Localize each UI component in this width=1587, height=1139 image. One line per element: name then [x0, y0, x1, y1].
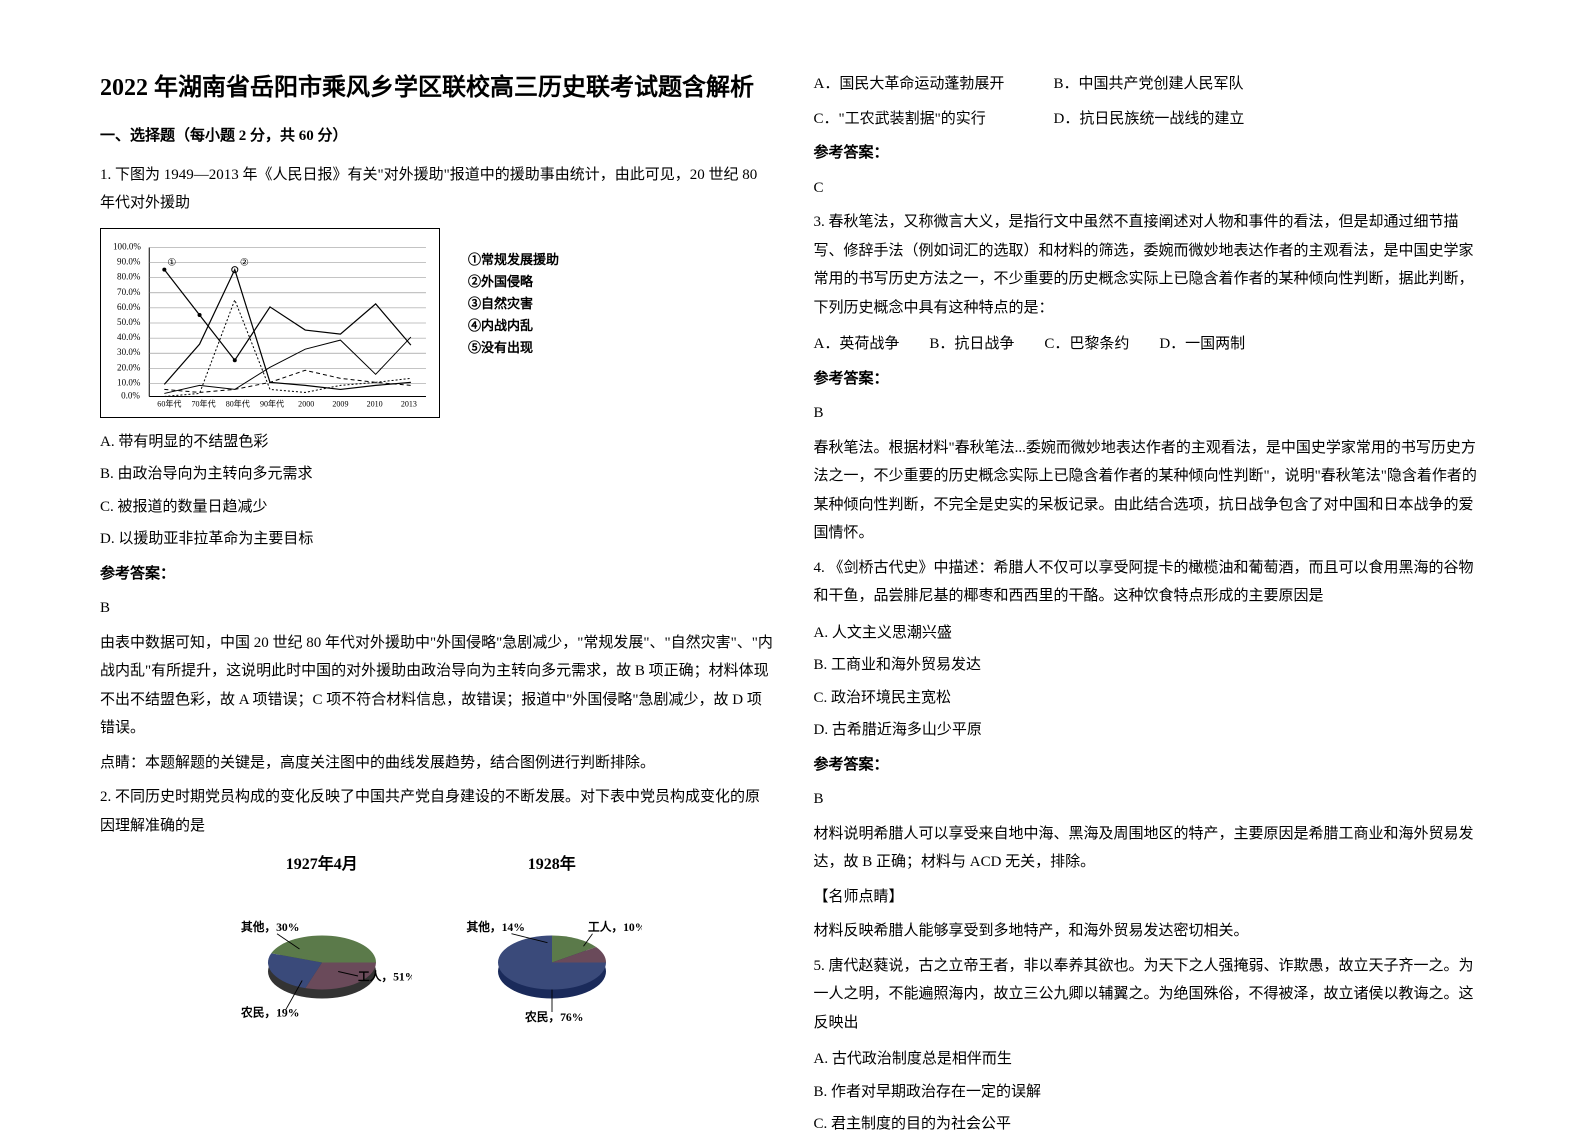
svg-text:30.0%: 30.0%: [117, 347, 141, 357]
q1-text: 1. 下图为 1949—2013 年《人民日报》有关"对外援助"报道中的援助事由…: [100, 161, 774, 218]
q4-text: 4. 《剑桥古代史》中描述：希腊人不仅可以享受阿提卡的橄榄油和葡萄酒，而且可以食…: [814, 554, 1488, 611]
svg-text:100.0%: 100.0%: [113, 241, 141, 251]
q2-options-row1: A．国民大革命运动蓬勃展开 B．中国共产党创建人民军队: [814, 70, 1488, 99]
pie2-title: 1928年: [462, 850, 642, 880]
q1-explanation: 由表中数据可知，中国 20 世纪 80 年代对外援助中"外国侵略"急剧减少，"常…: [100, 629, 774, 743]
q2-option-a: A．国民大革命运动蓬勃展开: [814, 70, 1014, 99]
q2-option-d: D．抗日民族统一战线的建立: [1054, 105, 1254, 134]
q3-text: 3. 春秋笔法，又称微言大义，是指行文中虽然不直接阐述对人物和事件的看法，但是却…: [814, 208, 1488, 322]
left-column: 2022 年湖南省岳阳市乘风乡学区联校高三历史联考试题含解析 一、选择题（每小题…: [100, 70, 774, 1082]
q1-option-c: C. 被报道的数量日趋减少: [100, 493, 774, 522]
q2-answer-label: 参考答案：: [814, 139, 1488, 168]
legend-item-1: ①常规发展援助: [468, 249, 559, 271]
q1-line-chart: 100.0% 90.0% 80.0% 70.0% 60.0% 50.0% 40.…: [100, 228, 440, 418]
legend-item-3: ③自然灾害: [468, 293, 559, 315]
q4-explanation: 材料说明希腊人可以享受来自地中海、黑海及周围地区的特产，主要原因是希腊工商业和海…: [814, 820, 1488, 877]
svg-text:20.0%: 20.0%: [117, 362, 141, 372]
pie-1928: 1928年 其他，14% 工人，10% 农民，76%: [462, 850, 642, 1039]
q3-answer-label: 参考答案：: [814, 365, 1488, 394]
pie2-label-other: 其他，14%: [466, 920, 524, 934]
q5-option-c: C. 君主制度的目的为社会公平: [814, 1110, 1488, 1139]
q2-text: 2. 不同历史时期党员构成的变化反映了中国共产党自身建设的不断发展。对下表中党员…: [100, 783, 774, 840]
right-column: A．国民大革命运动蓬勃展开 B．中国共产党创建人民军队 C．"工农武装割据"的实…: [814, 70, 1488, 1082]
svg-text:60年代: 60年代: [157, 398, 181, 408]
q3-explanation: 春秋笔法。根据材料"春秋笔法...委婉而微妙地表达作者的主观看法，是中国史学家常…: [814, 434, 1488, 548]
q2-option-c: C．"工农武装割据"的实行: [814, 105, 1014, 134]
svg-text:70年代: 70年代: [192, 398, 216, 408]
q4-option-b: B. 工商业和海外贸易发达: [814, 651, 1488, 680]
q1-option-a: A. 带有明显的不结盟色彩: [100, 428, 774, 457]
line-chart-svg: 100.0% 90.0% 80.0% 70.0% 60.0% 50.0% 40.…: [109, 237, 431, 409]
q4-answer: B: [814, 785, 1488, 814]
pie1-label-other: 其他，30%: [241, 920, 299, 934]
q1-option-d: D. 以援助亚非拉革命为主要目标: [100, 525, 774, 554]
svg-text:50.0%: 50.0%: [117, 317, 141, 327]
svg-text:10.0%: 10.0%: [117, 377, 141, 387]
svg-text:2000: 2000: [298, 399, 314, 408]
pie1-title: 1927年4月: [232, 850, 412, 880]
legend-item-5: ⑤没有出现: [468, 337, 559, 359]
svg-text:60.0%: 60.0%: [117, 301, 141, 311]
section-header: 一、选择题（每小题 2 分，共 60 分）: [100, 122, 774, 151]
pie2-label-farmer: 农民，76%: [524, 1010, 583, 1024]
q5-text: 5. 唐代赵蕤说，古之立帝王者，非以奉养其欲也。为天下之人强掩弱、诈欺愚，故立天…: [814, 952, 1488, 1038]
q1-answer: B: [100, 594, 774, 623]
pie2-label-worker: 工人，10%: [588, 920, 642, 934]
pie1-svg: 其他，30% 工人，51% 农民，19%: [232, 888, 412, 1028]
pie1-label-worker: 工人，51%: [358, 970, 412, 984]
q4-option-a: A. 人文主义思潮兴盛: [814, 619, 1488, 648]
q4-option-d: D. 古希腊近海多山少平原: [814, 716, 1488, 745]
svg-text:40.0%: 40.0%: [117, 332, 141, 342]
q3-answer: B: [814, 399, 1488, 428]
svg-text:2013: 2013: [401, 399, 417, 408]
chart-legend: ①常规发展援助 ②外国侵略 ③自然灾害 ④内战内乱 ⑤没有出现: [468, 249, 559, 359]
svg-text:②: ②: [240, 257, 249, 268]
q4-tip: 材料反映希腊人能够享受到多地特产，和海外贸易发达密切相关。: [814, 917, 1488, 946]
q3-options: A．英荷战争 B．抗日战争 C．巴黎条约 D．一国两制: [814, 330, 1488, 359]
svg-text:80.0%: 80.0%: [117, 271, 141, 281]
q4-option-c: C. 政治环境民主宽松: [814, 684, 1488, 713]
svg-text:2010: 2010: [367, 399, 383, 408]
legend-item-4: ④内战内乱: [468, 315, 559, 337]
q5-option-a: A. 古代政治制度总是相伴而生: [814, 1045, 1488, 1074]
svg-text:①: ①: [167, 257, 176, 268]
legend-item-2: ②外国侵略: [468, 271, 559, 293]
svg-text:80年代: 80年代: [226, 398, 250, 408]
q4-tip-label: 【名师点睛】: [814, 883, 1488, 912]
document-title: 2022 年湖南省岳阳市乘风乡学区联校高三历史联考试题含解析: [100, 70, 774, 106]
svg-text:90.0%: 90.0%: [117, 256, 141, 266]
q4-answer-label: 参考答案：: [814, 751, 1488, 780]
q2-options-row2: C．"工农武装割据"的实行 D．抗日民族统一战线的建立: [814, 105, 1488, 134]
pie-1927: 1927年4月 其他，30% 工人，51% 农民，19%: [232, 850, 412, 1039]
svg-text:0.0%: 0.0%: [121, 390, 140, 400]
q5-option-b: B. 作者对早期政治存在一定的误解: [814, 1078, 1488, 1107]
q2-option-b: B．中国共产党创建人民军队: [1054, 70, 1254, 99]
q2-pie-charts: 1927年4月 其他，30% 工人，51% 农民，19%: [100, 850, 774, 1039]
q2-answer: C: [814, 174, 1488, 203]
svg-text:90年代: 90年代: [260, 398, 284, 408]
q1-option-b: B. 由政治导向为主转向多元需求: [100, 460, 774, 489]
svg-text:2009: 2009: [332, 399, 348, 408]
pie2-svg: 其他，14% 工人，10% 农民，76%: [462, 888, 642, 1028]
svg-text:70.0%: 70.0%: [117, 286, 141, 296]
q1-tip: 点睛：本题解题的关键是，高度关注图中的曲线发展趋势，结合图例进行判断排除。: [100, 749, 774, 778]
q1-answer-label: 参考答案：: [100, 560, 774, 589]
pie1-label-farmer: 农民，19%: [240, 1006, 299, 1020]
